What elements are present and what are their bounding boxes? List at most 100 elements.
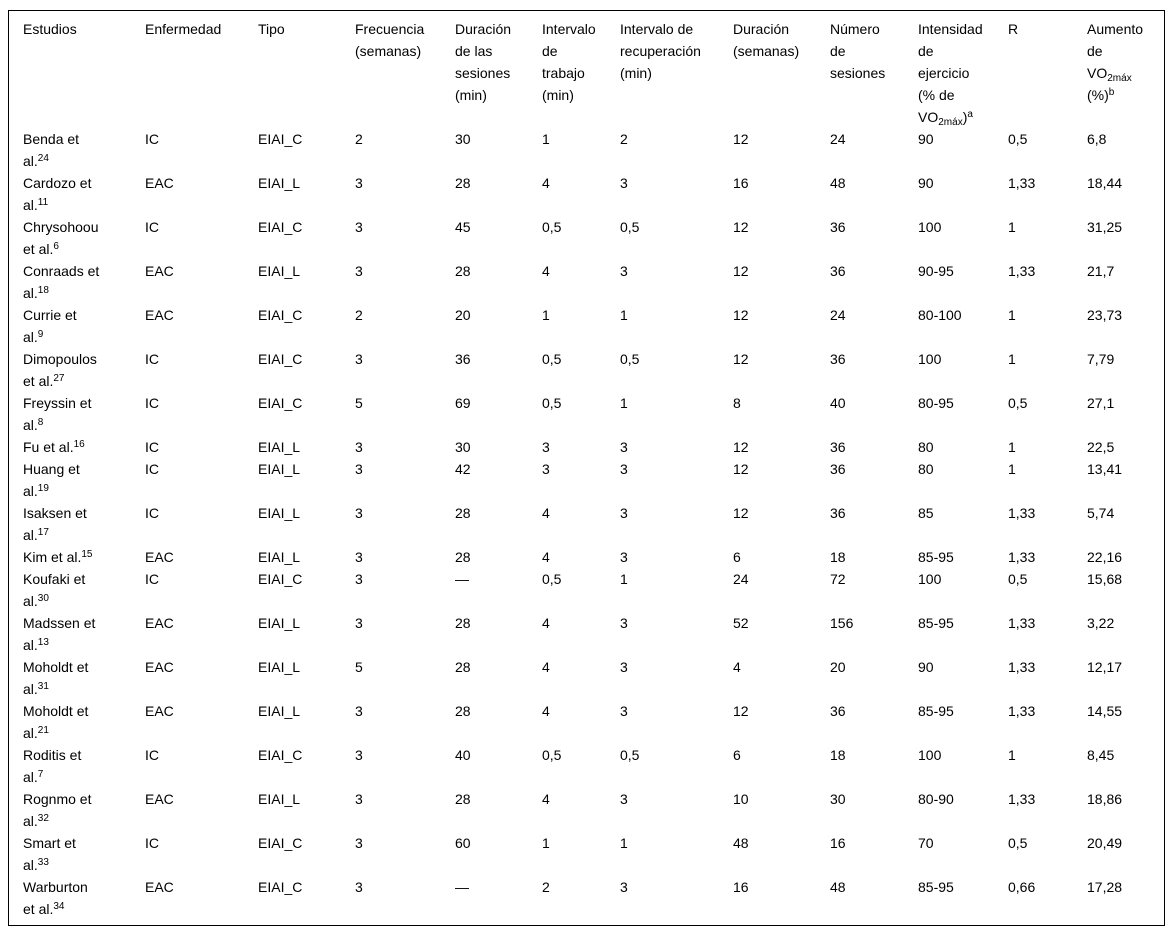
- cell-intervalo-trabajo: 3: [542, 439, 550, 455]
- cell-intervalo-trabajo: 0,5: [542, 395, 562, 411]
- study-name: Isaksen et al.: [23, 505, 87, 543]
- cell-duracion-sesiones: 28: [455, 615, 471, 631]
- cell-numero-sesiones: 16: [830, 835, 846, 851]
- cell-tipo: EIAI_C: [258, 131, 303, 147]
- cell-frecuencia: 3: [355, 351, 363, 367]
- cell-r: 1,33: [1008, 615, 1036, 631]
- cell-study: Conraads et al.18: [9, 260, 131, 304]
- column-header-text: Número de sesiones: [830, 21, 886, 81]
- study-name: Koufaki et al.: [23, 571, 86, 609]
- table-row: Rognmo et al.32 EAC EIAI_L 3 28 4 3 10 30 80-90 1,…: [9, 788, 1164, 832]
- study-reference-number: 27: [53, 373, 65, 384]
- cell-duracion-semanas: 24: [733, 571, 749, 587]
- cell-frecuencia: 5: [355, 659, 363, 675]
- column-header-text-after: (%): [1087, 87, 1109, 103]
- study-reference-number: 33: [37, 857, 49, 868]
- column-header-frecuencia: Frecuencia (semanas): [341, 11, 441, 128]
- cell-study: Madssen et al.13: [9, 612, 131, 656]
- cell-tipo: EIAI_L: [258, 263, 301, 279]
- cell-aumento: 18,44: [1087, 175, 1123, 191]
- cell-enfermedad: IC: [145, 439, 159, 455]
- cell-enfermedad: IC: [145, 219, 159, 235]
- studies-table: Estudios Enfermedad Tipo Frecuencia (semana…: [9, 11, 1164, 920]
- cell-duracion-sesiones: 28: [455, 175, 471, 191]
- cell-r: 1,33: [1008, 549, 1036, 565]
- cell-study: Huang et al.19: [9, 458, 131, 502]
- cell-intervalo-recuperacion: 1: [620, 571, 628, 587]
- cell-enfermedad: IC: [145, 835, 159, 851]
- table-row: Kim et al.15 EAC EIAI_L 3 28 4 3 6 18 85-95 1,33 22…: [9, 546, 1164, 568]
- cell-study: Cardozo et al.11: [9, 172, 131, 216]
- table-row: Dimopoulos et al.27 IC EIAI_C 3 36 0,5 0,5 12 36…: [9, 348, 1164, 392]
- study-reference-number: 8: [37, 417, 44, 428]
- cell-duracion-sesiones: 60: [455, 835, 471, 851]
- cell-enfermedad: EAC: [145, 175, 174, 191]
- cell-study: Koufaki et al.30: [9, 568, 131, 612]
- cell-tipo: EIAI_L: [258, 175, 301, 191]
- cell-tipo: EIAI_C: [258, 219, 303, 235]
- cell-study: Dimopoulos et al.27: [9, 348, 131, 392]
- cell-r: 1,33: [1008, 175, 1036, 191]
- cell-aumento: 6,8: [1087, 131, 1107, 147]
- cell-tipo: EIAI_L: [258, 703, 301, 719]
- cell-aumento: 7,79: [1087, 351, 1115, 367]
- cell-enfermedad: EAC: [145, 549, 174, 565]
- column-header-text: Enfermedad: [145, 21, 222, 37]
- study-reference-number: 24: [37, 153, 49, 164]
- cell-tipo: EIAI_C: [258, 351, 303, 367]
- cell-numero-sesiones: 36: [830, 351, 846, 367]
- cell-tipo: EIAI_L: [258, 505, 301, 521]
- cell-duracion-sesiones: 20: [455, 307, 471, 323]
- cell-study: Moholdt et al.31: [9, 656, 131, 700]
- cell-intervalo-recuperacion: 3: [620, 505, 628, 521]
- cell-enfermedad: IC: [145, 131, 159, 147]
- cell-aumento: 14,55: [1087, 703, 1123, 719]
- cell-intensidad: 85-95: [918, 703, 954, 719]
- cell-enfermedad: EAC: [145, 263, 174, 279]
- cell-intensidad: 90: [918, 659, 934, 675]
- cell-duracion-semanas: 6: [733, 747, 741, 763]
- cell-r: 0,5: [1008, 571, 1028, 587]
- cell-study: Warburton et al.34: [9, 876, 131, 920]
- cell-duracion-sesiones: 28: [455, 703, 471, 719]
- cell-intervalo-trabajo: 0,5: [542, 747, 562, 763]
- cell-study: Currie et al.9: [9, 304, 131, 348]
- cell-frecuencia: 3: [355, 791, 363, 807]
- cell-enfermedad: IC: [145, 747, 159, 763]
- cell-intervalo-recuperacion: 3: [620, 461, 628, 477]
- cell-tipo: EIAI_C: [258, 879, 303, 895]
- study-name: Kim et al.: [23, 549, 82, 565]
- cell-numero-sesiones: 36: [830, 439, 846, 455]
- cell-frecuencia: 2: [355, 131, 363, 147]
- cell-intervalo-recuperacion: 3: [620, 439, 628, 455]
- cell-aumento: 5,74: [1087, 505, 1115, 521]
- cell-numero-sesiones: 48: [830, 879, 846, 895]
- cell-tipo: EIAI_C: [258, 747, 303, 763]
- cell-enfermedad: EAC: [145, 879, 174, 895]
- cell-intervalo-trabajo: 0,5: [542, 571, 562, 587]
- column-header-intervalo-trabajo: Intervalo de trabajo (min): [528, 11, 606, 128]
- column-header-enfermedad: Enfermedad: [131, 11, 244, 128]
- column-header-numero-sesiones: Número de sesiones: [816, 11, 904, 128]
- cell-intensidad: 70: [918, 835, 934, 851]
- cell-numero-sesiones: 18: [830, 549, 846, 565]
- cell-tipo: EIAI_C: [258, 835, 303, 851]
- cell-intensidad: 80-100: [918, 307, 962, 323]
- table-row: Madssen et al.13 EAC EIAI_L 3 28 4 3 52 156 85-95…: [9, 612, 1164, 656]
- cell-intervalo-recuperacion: 3: [620, 703, 628, 719]
- column-header-text: Tipo: [258, 21, 285, 37]
- study-name: Roditis et al.: [23, 747, 82, 785]
- cell-intensidad: 80-95: [918, 395, 954, 411]
- column-header-r: R: [994, 11, 1073, 128]
- cell-intervalo-trabajo: 1: [542, 835, 550, 851]
- study-reference-number: 11: [37, 197, 49, 208]
- cell-intervalo-trabajo: 4: [542, 549, 550, 565]
- cell-study: Benda et al.24: [9, 128, 131, 172]
- cell-numero-sesiones: 18: [830, 747, 846, 763]
- cell-study: Fu et al.16: [9, 436, 131, 458]
- column-header-text: R: [1008, 21, 1019, 37]
- table-row: Roditis et al.7 IC EIAI_C 3 40 0,5 0,5 6 18 100 1 8…: [9, 744, 1164, 788]
- cell-tipo: EIAI_C: [258, 395, 303, 411]
- cell-frecuencia: 3: [355, 439, 363, 455]
- cell-aumento: 22,5: [1087, 439, 1115, 455]
